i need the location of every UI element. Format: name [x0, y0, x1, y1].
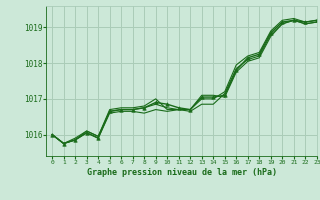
X-axis label: Graphe pression niveau de la mer (hPa): Graphe pression niveau de la mer (hPa)	[87, 168, 276, 177]
